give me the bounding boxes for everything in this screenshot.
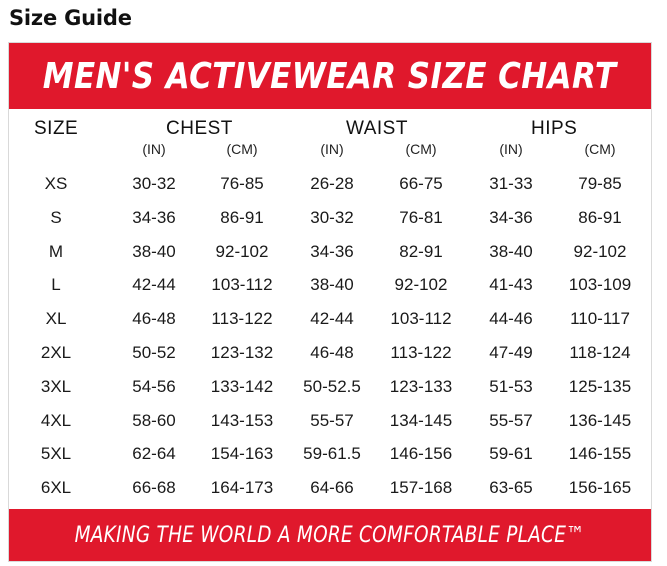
measurement-cell: 82-91 — [399, 241, 443, 261]
measurement-cell: 64-66 — [310, 478, 354, 498]
measurement-cell: 51-53 — [489, 376, 533, 396]
measurement-cell: 133-142 — [210, 376, 274, 396]
measurement-cell: 38-40 — [310, 275, 354, 295]
table-row: 4XL 58-60 143-153 55-57 134-145 55-57 136-145 — [0, 406, 667, 436]
size-label: XL — [45, 309, 67, 329]
size-label: 5XL — [40, 444, 72, 464]
unit-waist-cm: (CM) — [405, 141, 437, 157]
unit-hips-in: (IN) — [499, 141, 523, 157]
measurement-cell: 134-145 — [389, 410, 453, 430]
measurement-cell: 154-163 — [210, 444, 274, 464]
table-row: L 42-44 103-112 38-40 92-102 41-43 103-109 — [0, 270, 667, 300]
measurement-cell: 58-60 — [132, 410, 176, 430]
table-row: XS 30-32 76-85 26-28 66-75 31-33 79-85 — [0, 169, 667, 199]
measurement-cell: 76-81 — [399, 207, 443, 227]
measurement-cell: 38-40 — [132, 241, 176, 261]
size-label: L — [51, 275, 61, 295]
measurement-cell: 146-155 — [568, 444, 632, 464]
header-hips: HIPS — [531, 118, 578, 139]
size-label: 4XL — [40, 410, 72, 430]
measurement-cell: 34-36 — [310, 241, 354, 261]
measurement-cell: 103-112 — [211, 275, 273, 295]
measurement-cell: 34-36 — [489, 207, 533, 227]
table-row: 2XL 50-52 123-132 46-48 113-122 47-49 118-124 — [0, 338, 667, 368]
measurement-cell: 79-85 — [578, 174, 622, 193]
table-row: S 34-36 86-91 30-32 76-81 34-36 86-91 — [0, 203, 667, 233]
table-row: 6XL 66-68 164-173 64-66 157-168 63-65 156-165 — [0, 473, 667, 503]
table-row: M 38-40 92-102 34-36 82-91 38-40 92-102 — [0, 237, 667, 267]
measurement-cell: 76-85 — [220, 174, 264, 193]
page-title: Size Guide — [9, 6, 132, 30]
measurement-cell: 42-44 — [310, 309, 354, 329]
measurement-cell: 59-61.5 — [303, 444, 361, 464]
unit-waist-in: (IN) — [320, 141, 344, 157]
measurement-cell: 47-49 — [489, 343, 533, 362]
measurement-cell: 34-36 — [132, 207, 176, 227]
measurement-cell: 46-48 — [310, 343, 354, 362]
size-label: 2XL — [40, 343, 72, 362]
size-label: 6XL — [40, 478, 72, 498]
measurement-cell: 26-28 — [310, 174, 354, 193]
measurement-cell: 118-124 — [569, 343, 631, 362]
measurement-cell: 110-117 — [570, 309, 630, 329]
unit-chest-cm: (CM) — [226, 141, 258, 157]
measurement-cell: 55-57 — [310, 410, 354, 430]
measurement-cell: 123-132 — [210, 343, 274, 362]
size-label: 3XL — [40, 376, 72, 396]
measurement-cell: 62-64 — [132, 444, 176, 464]
measurement-cell: 157-168 — [389, 478, 453, 498]
size-chart-frame — [8, 42, 652, 562]
measurement-cell: 66-68 — [132, 478, 176, 498]
measurement-cell: 113-122 — [211, 309, 273, 329]
table-row: 5XL 62-64 154-163 59-61.5 146-156 59-61 146-15… — [0, 439, 667, 469]
measurement-cell: 103-109 — [568, 275, 632, 295]
measurement-cell: 86-91 — [578, 207, 622, 227]
measurement-cell: 54-56 — [132, 376, 176, 396]
measurement-cell: 66-75 — [399, 174, 443, 193]
measurement-cell: 103-112 — [390, 309, 452, 329]
chart-banner-title: MEN'S ACTIVEWEAR SIZE CHART — [43, 55, 617, 97]
measurement-cell: 41-43 — [489, 275, 533, 295]
size-label: S — [50, 207, 62, 227]
measurement-cell: 86-91 — [220, 207, 264, 227]
measurement-cell: 55-57 — [489, 410, 533, 430]
header-waist: WAIST — [346, 118, 408, 139]
table-row: XL 46-48 113-122 42-44 103-112 44-46 110-117 — [0, 304, 667, 334]
measurement-cell: 50-52 — [132, 343, 176, 362]
measurement-cell: 143-153 — [210, 410, 274, 430]
measurement-cell: 31-33 — [489, 174, 533, 193]
measurement-cell: 38-40 — [489, 241, 533, 261]
footer-slogan: MAKING THE WORLD A MORE COMFORTABLE PLAC… — [74, 522, 586, 548]
unit-hips-cm: (CM) — [584, 141, 616, 157]
measurement-cell: 44-46 — [489, 309, 533, 329]
measurement-cell: 123-133 — [389, 376, 453, 396]
size-label: XS — [44, 174, 68, 193]
measurement-cell: 92-102 — [573, 241, 627, 261]
measurement-cell: 146-156 — [389, 444, 453, 464]
measurement-cell: 42-44 — [132, 275, 176, 295]
measurement-cell: 59-61 — [489, 444, 533, 464]
footer-banner: MAKING THE WORLD A MORE COMFORTABLE PLAC… — [9, 509, 651, 561]
measurement-cell: 164-173 — [210, 478, 274, 498]
measurement-cell: 92-102 — [394, 275, 448, 295]
unit-chest-in: (IN) — [142, 141, 166, 157]
measurement-cell: 50-52.5 — [303, 376, 361, 396]
measurement-cell: 46-48 — [132, 309, 176, 329]
size-label: M — [48, 241, 64, 261]
measurement-cell: 30-32 — [132, 174, 176, 193]
measurement-cell: 30-32 — [310, 207, 354, 227]
table-row: 3XL 54-56 133-142 50-52.5 123-133 51-53 125-13… — [0, 372, 667, 402]
measurement-cell: 92-102 — [215, 241, 269, 261]
measurement-cell: 136-145 — [568, 410, 632, 430]
header-size: SIZE — [34, 118, 79, 139]
measurement-cell: 125-135 — [568, 376, 632, 396]
measurement-cell: 113-122 — [390, 343, 452, 362]
header-chest: CHEST — [166, 118, 233, 139]
measurement-cell: 156-165 — [568, 478, 632, 498]
measurement-cell: 63-65 — [489, 478, 533, 498]
chart-banner: MEN'S ACTIVEWEAR SIZE CHART — [9, 43, 651, 109]
